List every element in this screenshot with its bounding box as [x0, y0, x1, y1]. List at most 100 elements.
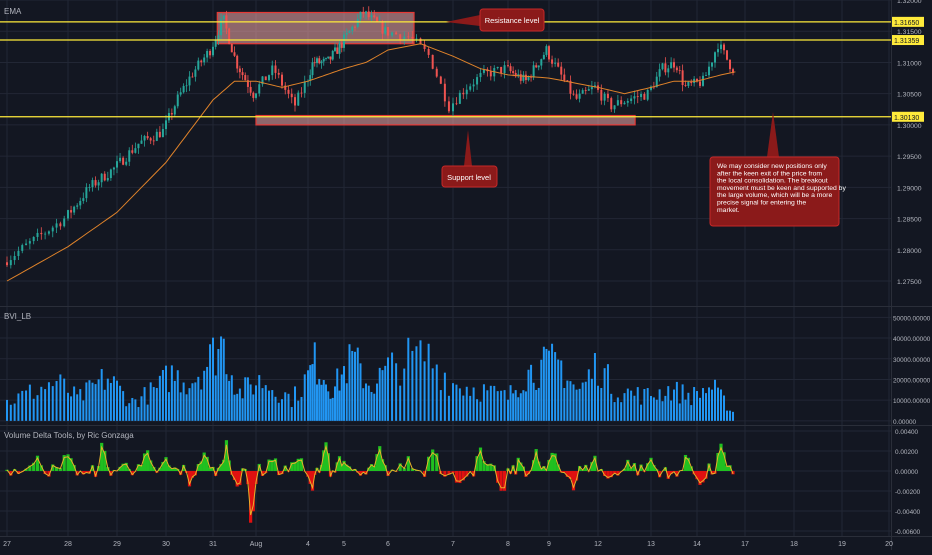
candle-body: [159, 132, 161, 137]
bvi-bar: [711, 390, 713, 421]
candle-body: [469, 86, 471, 89]
candle-body: [122, 158, 124, 165]
bvi-bar: [627, 389, 629, 421]
price-tick-label: 1.32000: [897, 0, 922, 5]
candle-body: [141, 141, 143, 144]
bvi-bar: [242, 398, 244, 421]
candle-body: [177, 95, 179, 107]
resistance-callout-text: Resistance level: [485, 16, 540, 25]
bvi-bar: [70, 396, 72, 420]
bvi-bar: [403, 369, 405, 421]
candle-body: [174, 106, 176, 114]
time-tick-label: 19: [838, 541, 846, 548]
bvi-bar: [726, 411, 728, 421]
bvi-bar: [212, 338, 214, 421]
bvi-bar: [141, 396, 143, 421]
bvi-bar: [420, 340, 422, 421]
bvi-bar: [551, 344, 553, 421]
bvi-bar: [162, 370, 164, 421]
bvi-bar: [250, 384, 252, 420]
bvi-bar: [44, 389, 46, 421]
bvi-tick-label: 50000.00000: [893, 315, 931, 322]
candle-body: [723, 45, 725, 51]
candle-body: [203, 58, 205, 63]
bvi-bar: [225, 374, 227, 421]
candle-body: [44, 234, 46, 235]
bvi-bar: [382, 370, 384, 421]
bvi-bar: [330, 399, 332, 421]
candle-body: [197, 61, 199, 70]
price-indicator-label: EMA: [4, 7, 22, 16]
candle-body: [88, 187, 90, 188]
bvi-bar: [88, 380, 90, 421]
candle-body: [690, 82, 692, 83]
candle-body: [659, 69, 661, 76]
candle-body: [304, 82, 306, 93]
bvi-bar: [206, 367, 208, 421]
candle-body: [297, 93, 299, 106]
bvi-bar: [653, 397, 655, 420]
delta-tick-label: 0.00000: [895, 469, 919, 476]
bvi-bar: [275, 397, 277, 421]
bvi-bar: [252, 394, 254, 420]
bvi-bar: [314, 342, 316, 421]
bvi-bar: [630, 391, 632, 421]
time-tick-label: Aug: [250, 541, 263, 548]
bvi-bar: [530, 365, 532, 421]
bvi-bar: [705, 393, 707, 421]
bvi-bar: [480, 402, 482, 421]
candle-body: [473, 84, 475, 86]
time-tick-label: 7: [451, 541, 455, 548]
bvi-bar: [309, 365, 311, 421]
candle-body: [321, 61, 323, 63]
bvi-bar: [424, 361, 426, 421]
candle-body: [591, 87, 593, 89]
bvi-bar: [670, 401, 672, 421]
candle-body: [504, 65, 506, 73]
candle-body: [604, 94, 606, 101]
bvi-bar: [312, 364, 314, 421]
candle-body: [79, 201, 81, 205]
time-tick-label: 4: [306, 541, 310, 548]
bvi-bar: [25, 391, 27, 421]
candle-body: [110, 169, 112, 178]
candle-body: [384, 27, 386, 34]
bvi-bar: [21, 391, 23, 421]
bvi-bar: [56, 381, 58, 421]
candle-body: [614, 105, 616, 109]
bvi-bar: [582, 383, 584, 421]
bvi-bar: [368, 386, 370, 421]
candle-body: [407, 36, 409, 37]
candle-body: [59, 223, 61, 226]
bvi-bar: [399, 386, 401, 421]
bvi-bar: [664, 396, 666, 421]
bvi-bar: [415, 346, 417, 421]
candle-body: [428, 49, 430, 55]
candle-body: [144, 136, 146, 141]
bvi-bar: [194, 382, 196, 420]
candle-body: [265, 76, 267, 80]
candle-body: [563, 75, 565, 81]
bvi-bar: [679, 403, 681, 420]
bvi-bar: [128, 403, 130, 421]
bvi-bar: [63, 379, 65, 421]
candle-body: [462, 93, 464, 94]
candle-body: [288, 90, 290, 94]
candle-body: [189, 77, 191, 86]
bvi-bar: [186, 394, 188, 421]
candle-body: [134, 148, 136, 153]
bvi-bar: [732, 412, 734, 421]
candle-body: [228, 29, 230, 44]
price-level-label: 1.31650: [894, 20, 919, 27]
candle-body: [82, 198, 84, 201]
candle-body: [156, 132, 158, 141]
bvi-bar: [334, 386, 336, 420]
candle-body: [459, 93, 461, 104]
bvi-bar: [189, 388, 191, 421]
bvi-bar: [538, 388, 540, 421]
bvi-bar: [325, 384, 327, 420]
delta-tick-label: -0.00400: [895, 509, 921, 516]
bvi-bar: [365, 383, 367, 420]
candle-body: [10, 260, 12, 265]
